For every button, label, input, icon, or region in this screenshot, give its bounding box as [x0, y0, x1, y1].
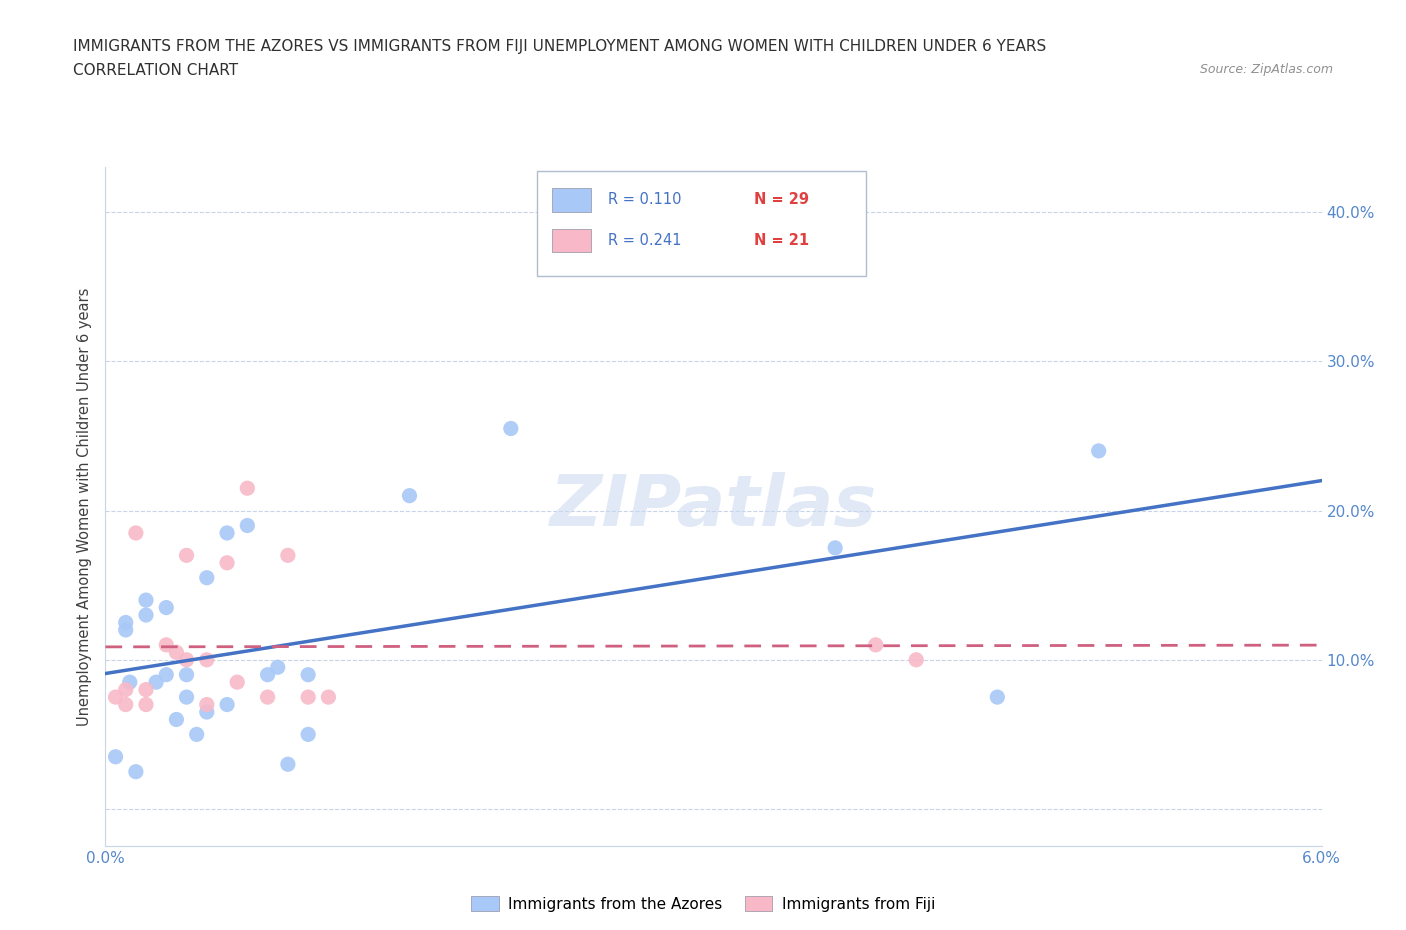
Point	[176, 652, 198, 667]
Text: Source: ZipAtlas.com: Source: ZipAtlas.com	[1199, 63, 1333, 76]
Point	[226, 675, 249, 690]
Point	[165, 712, 187, 727]
Point	[186, 727, 208, 742]
Point	[398, 488, 420, 503]
Point	[1087, 444, 1109, 458]
Point	[155, 600, 177, 615]
Point	[499, 421, 522, 436]
Point	[176, 690, 198, 705]
Point	[114, 698, 136, 712]
Point	[195, 705, 218, 720]
Point	[195, 652, 218, 667]
Point	[155, 637, 177, 652]
Point	[195, 698, 218, 712]
Point	[217, 698, 239, 712]
Point	[277, 548, 299, 563]
Legend: Immigrants from the Azores, Immigrants from Fiji: Immigrants from the Azores, Immigrants f…	[465, 890, 941, 918]
Text: R = 0.110: R = 0.110	[607, 193, 682, 207]
Point	[236, 481, 259, 496]
Point	[114, 622, 136, 637]
Text: CORRELATION CHART: CORRELATION CHART	[73, 63, 238, 78]
Point	[165, 644, 187, 659]
Point	[824, 540, 846, 555]
Point	[135, 698, 157, 712]
Point	[236, 518, 259, 533]
Point	[256, 667, 278, 682]
Point	[114, 615, 136, 630]
Y-axis label: Unemployment Among Women with Children Under 6 years: Unemployment Among Women with Children U…	[77, 287, 93, 726]
FancyBboxPatch shape	[537, 171, 866, 276]
Point	[986, 690, 1008, 705]
Point	[297, 690, 319, 705]
Point	[256, 690, 278, 705]
Point	[318, 690, 340, 705]
Point	[267, 659, 290, 674]
FancyBboxPatch shape	[551, 229, 591, 252]
Point	[217, 555, 239, 570]
Point	[125, 764, 148, 779]
Point	[118, 675, 141, 690]
FancyBboxPatch shape	[551, 189, 591, 211]
Point	[905, 652, 928, 667]
Point	[135, 592, 157, 607]
Point	[297, 727, 319, 742]
Point	[135, 683, 157, 698]
Point	[277, 757, 299, 772]
Point	[104, 750, 127, 764]
Text: ZIPatlas: ZIPatlas	[550, 472, 877, 541]
Point	[125, 525, 148, 540]
Point	[135, 607, 157, 622]
Point	[865, 637, 887, 652]
Text: N = 21: N = 21	[754, 233, 808, 248]
Point	[176, 548, 198, 563]
Point	[104, 690, 127, 705]
Text: R = 0.241: R = 0.241	[607, 233, 682, 248]
Point	[195, 570, 218, 585]
Point	[145, 675, 167, 690]
Text: N = 29: N = 29	[754, 193, 808, 207]
Point	[114, 683, 136, 698]
Point	[297, 667, 319, 682]
Point	[176, 667, 198, 682]
Point	[217, 525, 239, 540]
Text: IMMIGRANTS FROM THE AZORES VS IMMIGRANTS FROM FIJI UNEMPLOYMENT AMONG WOMEN WITH: IMMIGRANTS FROM THE AZORES VS IMMIGRANTS…	[73, 39, 1046, 54]
Point	[155, 667, 177, 682]
